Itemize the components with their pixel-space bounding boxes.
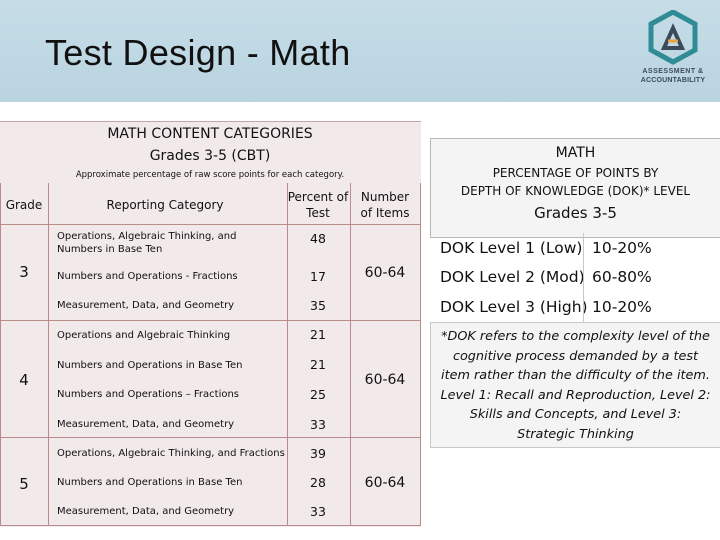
table-row: Measurement, Data, and Geometry [57,419,235,430]
percent-cell: 28 [310,475,326,490]
dok-level-percent: 10-20% [592,239,652,257]
content-table: Grade Reporting Category Percent of Test… [0,183,421,526]
dok-level-label: DOK Level 2 (Mod) [440,268,585,286]
table-row: Measurement, Data, and Geometry [57,506,235,517]
items-cell: 60-64 [364,265,406,281]
header-band [0,0,720,102]
table-row: Measurement, Data, and Geometry [57,300,235,311]
percent-cell: 21 [310,357,326,372]
items-cell: 60-64 [364,372,406,388]
table-title-2: Grades 3-5 (CBT) [149,148,271,164]
dok-footnote-box: *DOK refers to the complexity level of t… [430,322,720,448]
header-category: Reporting Category [106,198,224,212]
dok-level-percent: 60-80% [592,268,652,286]
table-subtitle: Approximate percentage of raw score poin… [75,170,345,180]
dok-header-box: MATH PERCENTAGE OF POINTS BY DEPTH OF KN… [430,138,720,238]
page-title: Test Design - Math [45,32,351,73]
percent-cell: 39 [310,446,326,461]
grade-4-label: 4 [19,371,29,389]
table-row: Operations, Algebraic Thinking, and Numb… [57,231,237,255]
dok-subtitle-2: DEPTH OF KNOWLEDGE (DOK)* LEVEL [460,184,691,198]
items-cell: 60-64 [364,475,406,491]
percent-cell: 33 [310,504,326,519]
logo-text-2: ACCOUNTABILITY [640,77,706,84]
dok-level-label: DOK Level 1 (Low) [440,239,583,257]
table-row: Numbers and Operations in Base Ten [57,477,243,488]
table-row: Numbers and Operations - Fractions [57,271,238,282]
table-title-1: MATH CONTENT CATEGORIES [107,126,313,142]
dok-level-label: DOK Level 3 (High) [440,298,588,316]
dok-subtitle-1: PERCENTAGE OF POINTS BY [492,166,659,180]
dok-grades: Grades 3-5 [534,204,617,222]
table-row: Operations, Algebraic Thinking, and Frac… [57,448,285,459]
table-row: Numbers and Operations – Fractions [57,389,240,400]
header-items: Number of Items [360,190,410,220]
percent-cell: 25 [310,387,326,402]
grade-3-label: 3 [19,263,29,281]
hexagon-logo-icon [648,10,698,65]
table-row: Operations and Algebraic Thinking [57,330,231,341]
percent-cell: 21 [310,327,326,342]
logo: ASSESSMENT & ACCOUNTABILITY [628,10,718,92]
logo-text-1: ASSESSMENT & [642,68,704,75]
percent-cell: 35 [310,298,326,313]
grade-5-label: 5 [19,475,29,493]
percent-cell: 48 [310,231,326,246]
dok-title: MATH [555,145,596,161]
percent-cell: 33 [310,417,326,432]
header-percent: Percent of Test [287,190,349,220]
dok-footnote: *DOK refers to the complexity level of t… [440,329,711,442]
dok-level-3-row: DOK Level 3 (High) 10-20% [430,292,720,322]
table-row: Numbers and Operations in Base Ten [57,360,243,371]
dok-level-2-row: DOK Level 2 (Mod) 60-80% [430,262,720,292]
dok-level-1-row: DOK Level 1 (Low) 10-20% [430,233,720,263]
header-grade: Grade [5,198,43,212]
percent-cell: 17 [310,269,326,284]
dok-level-percent: 10-20% [592,298,652,316]
